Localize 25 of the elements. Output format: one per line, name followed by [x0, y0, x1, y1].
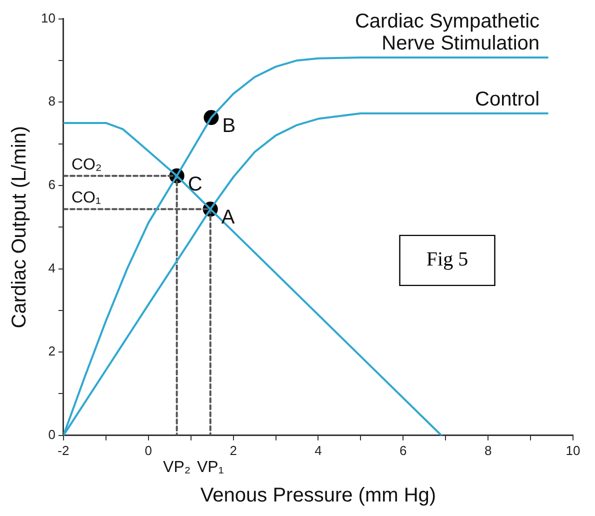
x-tick-label: 10 [566, 442, 580, 458]
y-tick-label: 8 [48, 94, 56, 109]
y-tick-label: 10 [40, 10, 56, 26]
x-tick-label: 6 [400, 442, 407, 458]
series-label: Control [475, 88, 540, 110]
annotation: Fig 5 [426, 248, 468, 271]
x-tick-label: 0 [144, 442, 152, 458]
x-tick-label: 4 [314, 442, 322, 458]
y-tick-label: 4 [48, 260, 56, 276]
annotation: B [222, 115, 236, 138]
annotation: A [221, 206, 236, 229]
annotation: CO₁ [71, 190, 101, 207]
series-label: Cardiac Sympathetic Nerve Stimulation [354, 10, 540, 55]
x-tick-label: -2 [58, 442, 70, 458]
y-tick-label: 2 [48, 344, 56, 359]
annotation: CO₂ [71, 156, 102, 174]
annotation: VP₂ [163, 458, 191, 476]
y-tick-label: 0 [48, 426, 56, 442]
y-axis-title: Cardiac Output (L/min) [8, 126, 31, 328]
x-axis-title: Venous Pressure (mm Hg) [200, 484, 436, 507]
annotation: C [188, 173, 202, 196]
y-tick-label: 6 [48, 177, 56, 192]
x-tick-label: 8 [484, 442, 492, 458]
annotation: VP₁ [197, 458, 224, 476]
x-tick-label: 2 [230, 442, 237, 458]
